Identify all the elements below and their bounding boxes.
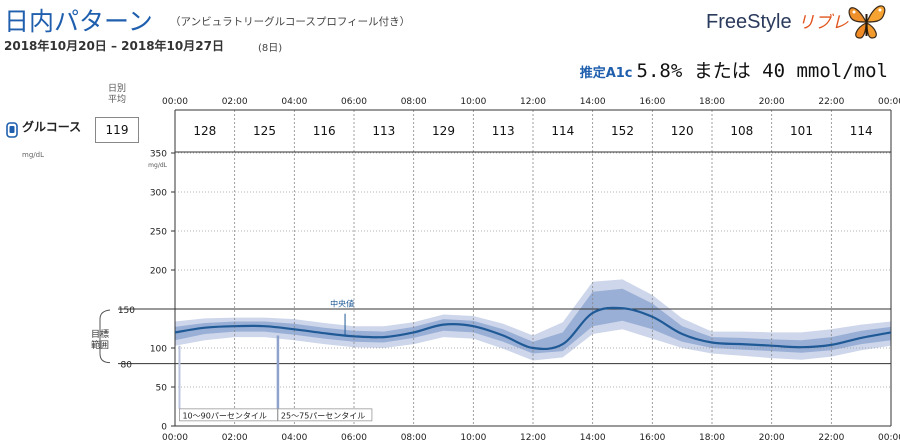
- time-label-bottom: 04:00: [281, 433, 307, 443]
- day-count: (8日): [258, 43, 283, 54]
- target-label-1: 目標: [91, 328, 109, 340]
- daily-average-label-2: 平均: [107, 95, 126, 105]
- time-label-top: 02:00: [222, 97, 248, 107]
- daily-average-label-1: 日別: [107, 84, 126, 94]
- time-label-top: 00:00: [162, 97, 188, 107]
- time-label-top: 10:00: [460, 97, 486, 107]
- time-label-top: 16:00: [639, 97, 665, 107]
- block-average-value: 116: [313, 124, 336, 138]
- target-high-label: 150: [118, 306, 135, 316]
- band-25-75-annotation: 25～75パーセンタイル: [281, 411, 365, 420]
- block-average-value: 129: [432, 124, 455, 138]
- glucose-label: グルコース: [22, 120, 82, 134]
- band-10-90-label-box: [179, 408, 278, 422]
- block-average-value: 152: [611, 124, 634, 138]
- target-label-2: 範囲: [91, 339, 109, 351]
- time-label-bottom: 08:00: [401, 433, 427, 443]
- butterfly-icon: [848, 5, 886, 39]
- time-label-bottom: 14:00: [580, 433, 606, 443]
- y-axis-unit: mg/dL: [148, 162, 167, 169]
- time-label-top: 12:00: [520, 97, 546, 107]
- band-10-90-annotation: 10～90パーセンタイル: [182, 411, 266, 420]
- time-label-bottom: 10:00: [460, 433, 486, 443]
- time-label-top: 18:00: [699, 97, 725, 107]
- block-average-value: 128: [193, 124, 216, 138]
- median-line: [174, 306, 892, 351]
- y-tick-label: 250: [150, 228, 167, 238]
- page-subtitle: （アンビュラトリーグルコースプロフィール付き）: [170, 16, 411, 28]
- time-label-bottom: 18:00: [699, 433, 725, 443]
- time-label-top: 14:00: [580, 97, 606, 107]
- y-tick-label: 300: [150, 189, 167, 199]
- time-label-top: 08:00: [401, 97, 427, 107]
- a1c-label: 推定A1c: [579, 66, 633, 81]
- time-label-bottom: 00:00: [878, 433, 900, 443]
- time-label-top: 22:00: [818, 97, 844, 107]
- glucose-unit: mg/dL: [22, 151, 44, 159]
- a1c-value: 5.8% または 40 mmol/mol: [636, 60, 888, 82]
- time-label-bottom: 00:00: [162, 433, 188, 443]
- time-label-bottom: 12:00: [520, 433, 546, 443]
- brand-logo: FreeStyle リブレ: [706, 8, 849, 34]
- time-label-bottom: 20:00: [759, 433, 785, 443]
- block-average-value: 113: [372, 124, 395, 138]
- sensor-icon: [6, 122, 18, 138]
- block-average-value: 108: [730, 124, 753, 138]
- time-label-bottom: 02:00: [222, 433, 248, 443]
- time-label-top: 04:00: [281, 97, 307, 107]
- brand-name: FreeStyle: [706, 11, 792, 33]
- y-tick-label: 200: [150, 267, 167, 277]
- median-annotation: 中央値: [330, 299, 354, 309]
- y-tick-label: 350: [150, 150, 167, 160]
- block-average-value: 120: [671, 124, 694, 138]
- time-label-bottom: 16:00: [639, 433, 665, 443]
- block-average-value: 125: [253, 124, 276, 138]
- time-label-bottom: 06:00: [341, 433, 367, 443]
- date-range: 2018年10月20日 – 2018年10月27日: [4, 39, 224, 53]
- target-low-label: 80: [121, 361, 133, 371]
- time-label-top: 00:00: [878, 97, 900, 107]
- daily-average-header: 日別 平均: [100, 84, 134, 106]
- target-bracket: [99, 309, 111, 364]
- block-average-value: 101: [790, 124, 813, 138]
- block-average-value: 114: [551, 124, 574, 138]
- y-tick-label: 100: [150, 345, 167, 355]
- time-label-top: 20:00: [759, 97, 785, 107]
- y-tick-label: 0: [161, 423, 167, 433]
- block-average-value: 114: [850, 124, 873, 138]
- daily-average-value: 119: [95, 117, 139, 143]
- brand-sub: リブレ: [797, 13, 849, 33]
- page-title: 日内パターン: [4, 7, 153, 36]
- block-average-value: 113: [492, 124, 515, 138]
- estimated-a1c: 推定A1c 5.8% または 40 mmol/mol: [580, 56, 888, 83]
- time-label-top: 06:00: [341, 97, 367, 107]
- band-25-75-label-box: [277, 408, 373, 422]
- time-label-bottom: 22:00: [818, 433, 844, 443]
- y-tick-label: 50: [156, 384, 168, 394]
